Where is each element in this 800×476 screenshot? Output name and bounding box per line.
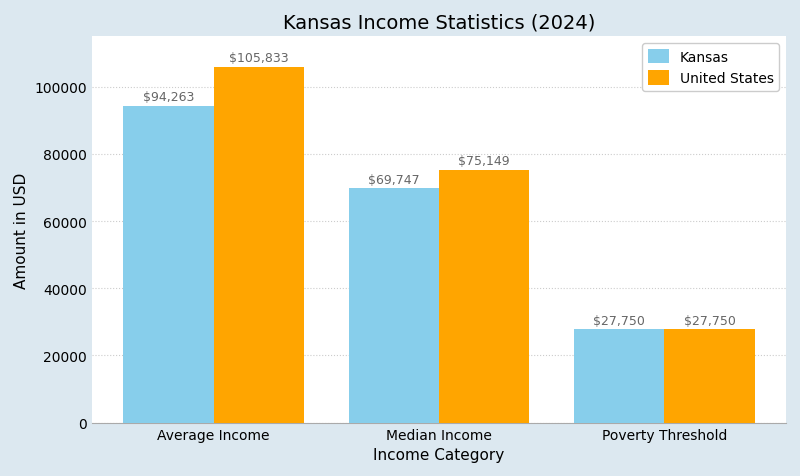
Text: $94,263: $94,263 <box>143 91 194 104</box>
Title: Kansas Income Statistics (2024): Kansas Income Statistics (2024) <box>283 14 595 33</box>
Legend: Kansas, United States: Kansas, United States <box>642 44 779 92</box>
Bar <box>439 171 529 423</box>
Bar <box>123 107 214 423</box>
Text: $27,750: $27,750 <box>594 314 646 327</box>
Bar <box>665 330 754 423</box>
X-axis label: Income Category: Income Category <box>374 447 505 462</box>
Bar <box>214 68 304 423</box>
Text: $69,747: $69,747 <box>368 173 420 186</box>
Text: $75,149: $75,149 <box>458 155 510 168</box>
Bar <box>574 330 665 423</box>
Text: $105,833: $105,833 <box>229 52 289 65</box>
Text: $27,750: $27,750 <box>683 314 735 327</box>
Y-axis label: Amount in USD: Amount in USD <box>14 172 29 288</box>
Bar <box>349 189 439 423</box>
